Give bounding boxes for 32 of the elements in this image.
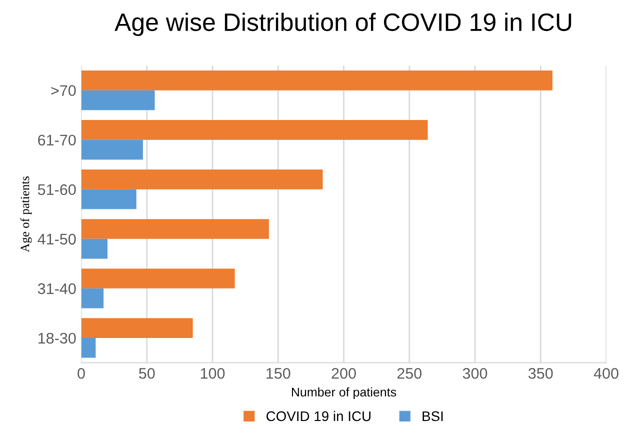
x-tick-label: 350 [528, 368, 553, 379]
x-tick-label: 400 [594, 368, 618, 379]
chart-title: Age wise Distribution of COVID 19 in ICU [114, 12, 572, 36]
bar [81, 318, 193, 338]
bar [81, 170, 323, 190]
x-axis-title: Number of patients [292, 387, 396, 400]
y-tick-label: 18-30 [38, 332, 76, 344]
y-tick-label: 31-40 [38, 283, 76, 294]
bar [81, 90, 155, 110]
x-tick-label: 300 [462, 368, 488, 379]
x-tick-label: 50 [138, 368, 155, 379]
bar [81, 70, 552, 90]
bar [81, 338, 96, 358]
bar [81, 288, 104, 308]
y-axis-title: Age of patients [20, 176, 32, 252]
bar [81, 238, 108, 259]
bar [81, 120, 428, 140]
legend-label: BSI [422, 411, 443, 422]
bar [81, 219, 269, 239]
y-tick-label: 61-70 [38, 134, 76, 146]
x-tick-label: 200 [332, 368, 356, 379]
bar [81, 189, 136, 210]
x-tick-label: 250 [397, 368, 422, 379]
x-tick-label: 100 [200, 368, 225, 379]
y-tick-label: 41-50 [38, 234, 76, 245]
x-tick-label: 0 [78, 368, 85, 379]
bar [81, 268, 235, 288]
legend-label: COVID 19 in ICU [266, 410, 370, 422]
x-tick-label: 150 [266, 368, 290, 379]
y-tick-label: 51-60 [38, 184, 76, 196]
y-tick-label: >70 [51, 85, 76, 96]
bar [81, 140, 143, 160]
